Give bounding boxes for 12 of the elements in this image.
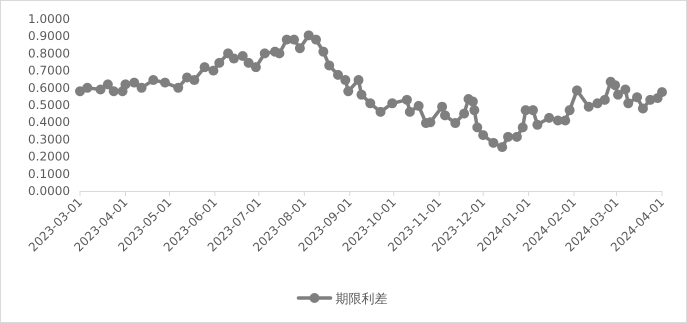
legend-label: 期限利差 — [336, 292, 388, 307]
y-tick-label: 0.3000 — [28, 132, 70, 146]
y-tick-label: 0.9000 — [28, 29, 70, 44]
y-tick-label: 0.7000 — [28, 64, 70, 78]
y-tick-label: 1.0000 — [28, 12, 70, 26]
y-tick-label: 0.6000 — [28, 80, 70, 95]
y-tick-label: 0.4000 — [28, 115, 70, 130]
y-tick-label: 0.2000 — [28, 150, 70, 164]
y-tick-label: 0.5000 — [28, 98, 70, 112]
y-tick-label: 0.1000 — [28, 166, 70, 181]
y-tick-label: 0.0000 — [28, 184, 70, 198]
y-tick-label: 0.8000 — [28, 46, 70, 60]
